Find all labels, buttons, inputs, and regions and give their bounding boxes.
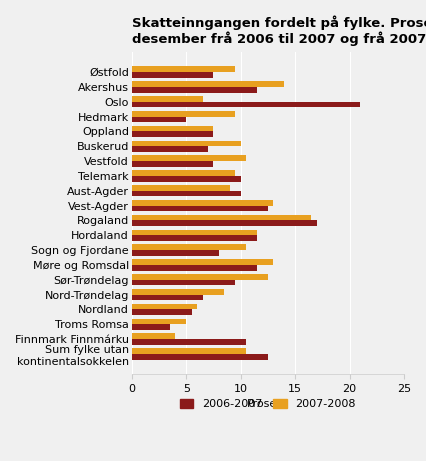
Bar <box>132 324 170 330</box>
Bar <box>132 146 208 152</box>
Bar <box>132 265 257 271</box>
Bar <box>132 155 246 161</box>
Bar <box>132 280 235 285</box>
Bar <box>132 220 317 226</box>
Bar <box>132 200 273 206</box>
Bar <box>132 126 213 131</box>
Legend: 2006-2007, 2007-2008: 2006-2007, 2007-2008 <box>175 395 360 414</box>
Bar <box>132 250 219 256</box>
Bar <box>132 191 241 196</box>
X-axis label: Prosent: Prosent <box>247 400 289 409</box>
Bar <box>132 66 235 72</box>
Bar <box>132 354 268 360</box>
Bar <box>132 96 202 102</box>
Bar <box>132 259 273 265</box>
Text: Skatteinngangen fordelt på fylke. Prosentvis endring januar-
desember frå 2006 t: Skatteinngangen fordelt på fylke. Prosen… <box>132 15 426 47</box>
Bar <box>132 339 246 345</box>
Bar <box>132 206 268 211</box>
Bar <box>132 274 268 280</box>
Bar <box>132 170 235 176</box>
Bar <box>132 111 235 117</box>
Bar <box>132 161 213 167</box>
Bar <box>132 102 360 107</box>
Bar <box>132 235 257 241</box>
Bar <box>132 309 192 315</box>
Bar <box>132 117 186 122</box>
Bar <box>132 319 186 324</box>
Bar <box>132 304 197 309</box>
Bar <box>132 215 311 220</box>
Bar <box>132 348 246 354</box>
Bar <box>132 244 246 250</box>
Bar <box>132 185 230 191</box>
Bar <box>132 176 241 182</box>
Bar <box>132 333 176 339</box>
Bar <box>132 289 225 295</box>
Bar <box>132 131 213 137</box>
Bar <box>132 87 257 93</box>
Bar <box>132 72 213 78</box>
Bar <box>132 141 241 146</box>
Bar <box>132 81 284 87</box>
Bar <box>132 295 202 300</box>
Bar <box>132 230 257 235</box>
